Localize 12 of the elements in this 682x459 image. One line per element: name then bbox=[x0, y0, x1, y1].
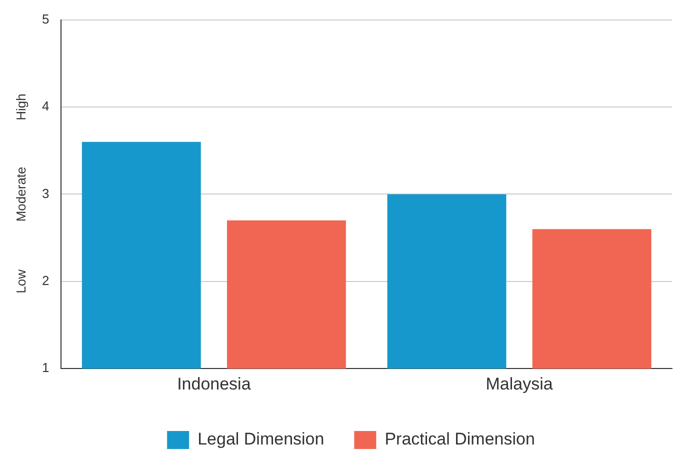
text: Moderate bbox=[14, 166, 29, 222]
text: High bbox=[14, 94, 29, 120]
legend-label: Legal Dimension bbox=[198, 430, 324, 449]
y-tick-label: 1 bbox=[42, 360, 50, 376]
y-tick-label: 2 bbox=[42, 272, 50, 288]
x-tick-label: Malaysia bbox=[486, 374, 554, 394]
x-tick-label: Indonesia bbox=[177, 374, 252, 394]
y-tick-label: 4 bbox=[42, 98, 50, 114]
text: Low bbox=[14, 268, 29, 294]
legend-label: Practical Dimension bbox=[384, 430, 535, 449]
y-tick-label: 5 bbox=[42, 11, 50, 26]
y-tick-label: 3 bbox=[42, 186, 50, 201]
